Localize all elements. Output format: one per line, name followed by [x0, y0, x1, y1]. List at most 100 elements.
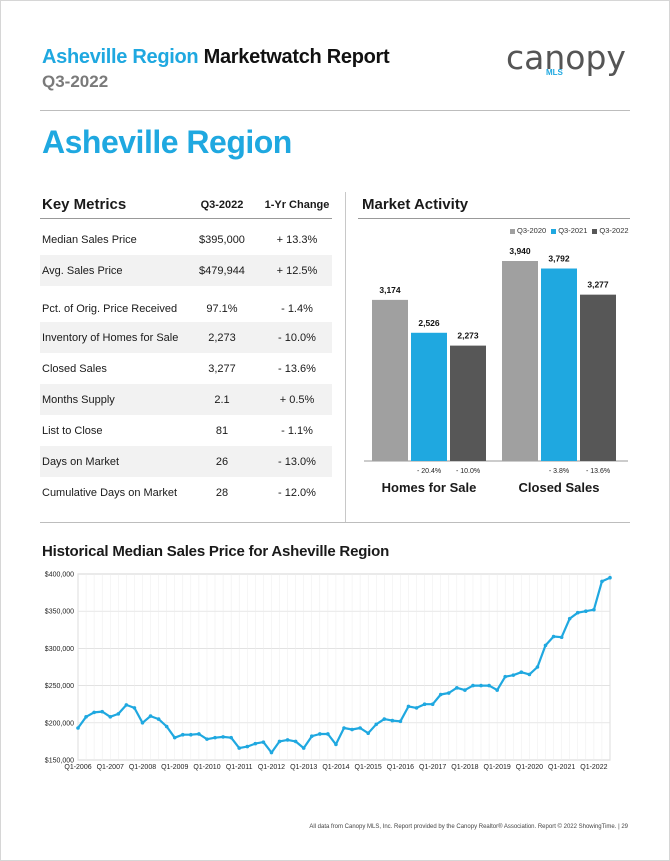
key-metrics-heading: Key Metrics	[42, 196, 127, 213]
legend-swatch	[551, 228, 557, 234]
legend-label: Q3-2020	[517, 226, 547, 235]
market-activity-rule	[358, 218, 630, 219]
price-point	[511, 673, 516, 677]
y-tick-label: $350,000	[45, 609, 74, 616]
metric-value: 2.1	[214, 394, 230, 406]
price-point	[172, 735, 177, 740]
key-metrics-header: Key Metrics Q3-2022 1-Yr Change	[40, 192, 332, 219]
price-point	[495, 688, 499, 692]
historical-heading: Historical Median Sales Price for Ashevi…	[42, 543, 390, 560]
x-tick-label: Q1-2015	[355, 764, 382, 771]
bar-change-label: - 10.0%	[456, 468, 480, 475]
price-point	[277, 739, 282, 744]
bar-value-label: 3,174	[379, 285, 401, 295]
metric-value: $395,000	[199, 234, 245, 246]
bar-value-label: 3,277	[587, 280, 609, 290]
x-tick-label: Q1-2009	[161, 764, 188, 771]
bar	[372, 299, 408, 461]
metric-row: Months Supply 2.1 + 0.5%	[40, 384, 332, 415]
price-point	[398, 719, 403, 724]
x-tick-label: Q1-2006	[64, 764, 91, 771]
x-tick-label: Q1-2018	[451, 764, 478, 771]
price-point	[592, 607, 596, 612]
metric-label: List to Close	[42, 425, 103, 437]
x-tick-label: Q1-2020	[516, 764, 543, 771]
metric-label: Pct. of Orig. Price Received	[42, 303, 178, 315]
logo-mls-text: MLS	[546, 68, 563, 77]
price-point	[189, 732, 193, 737]
x-tick-label: Q1-2010	[193, 764, 220, 771]
x-tick-label: Q1-2021	[548, 764, 575, 771]
metric-row: Median Sales Price $395,000 + 13.3%	[40, 224, 332, 255]
price-point	[205, 737, 209, 741]
price-point	[334, 742, 338, 747]
price-point	[84, 715, 88, 719]
report-period: Q3-2022	[42, 72, 109, 91]
metric-value: 2,273	[208, 332, 236, 344]
legend-label: Q3-2022	[599, 226, 629, 235]
column-header-period: Q3-2022	[200, 199, 244, 211]
bar-value-label: 2,273	[457, 331, 479, 341]
x-tick-label: Q1-2014	[322, 764, 349, 771]
market-activity-legend: Q3-2020 Q3-2021 Q3-2022	[505, 226, 629, 235]
price-point	[309, 734, 314, 738]
bar-change-label: - 13.6%	[586, 468, 610, 475]
price-point	[503, 674, 508, 679]
price-point	[455, 686, 459, 690]
price-point	[140, 721, 145, 725]
bar	[450, 345, 486, 461]
section-vertical-divider	[345, 192, 346, 522]
price-point	[535, 665, 540, 669]
price-point	[229, 735, 233, 740]
price-point	[350, 727, 354, 732]
price-point	[318, 732, 322, 736]
x-tick-label: Q1-2007	[97, 764, 124, 771]
metric-row: Cumulative Days on Market 28 - 12.0%	[40, 477, 332, 508]
market-activity-heading: Market Activity	[362, 196, 469, 213]
metric-row: Closed Sales 3,277 - 13.6%	[40, 353, 332, 384]
bar-value-label: 3,792	[548, 254, 570, 264]
price-point	[519, 670, 524, 675]
price-point	[422, 702, 427, 706]
price-point	[479, 683, 483, 688]
price-point	[293, 739, 298, 744]
y-tick-label: $250,000	[45, 683, 74, 690]
price-point	[543, 643, 548, 648]
y-tick-label: $200,000	[45, 720, 74, 727]
price-point	[124, 703, 129, 707]
price-point	[92, 710, 96, 715]
metric-change: - 12.0%	[278, 487, 316, 499]
metric-row: Avg. Sales Price $479,944 + 12.5%	[40, 255, 332, 286]
price-point	[342, 726, 346, 730]
price-point	[438, 692, 443, 697]
metric-row: Inventory of Homes for Sale 2,273 - 10.0%	[40, 322, 332, 353]
x-tick-label: Q1-2013	[290, 764, 317, 771]
metric-row: Pct. of Orig. Price Received 97.1% - 1.4%	[40, 293, 332, 324]
mid-divider	[40, 522, 630, 523]
x-tick-label: Q1-2008	[129, 764, 156, 771]
x-tick-label: Q1-2019	[484, 764, 511, 771]
metric-label: Inventory of Homes for Sale	[42, 332, 179, 344]
price-point	[406, 704, 411, 709]
price-point	[414, 706, 419, 710]
footer-note: All data from Canopy MLS, Inc. Report pr…	[309, 824, 628, 830]
metric-value: 81	[215, 425, 229, 437]
price-point	[584, 609, 588, 613]
price-point	[148, 714, 153, 718]
price-point	[245, 744, 250, 749]
price-point	[358, 726, 362, 730]
price-point	[213, 735, 217, 740]
price-point	[487, 683, 491, 688]
category-label: Closed Sales	[518, 480, 600, 495]
x-tick-label: Q1-2012	[258, 764, 285, 771]
x-tick-label: Q1-2016	[387, 764, 414, 771]
metric-value: 26	[215, 456, 229, 468]
x-tick-label: Q1-2011	[226, 764, 253, 771]
metric-change: + 13.3%	[276, 234, 318, 246]
metric-label: Cumulative Days on Market	[42, 487, 178, 499]
category-label: Homes for Sale	[381, 480, 477, 495]
price-point	[446, 691, 451, 695]
report-title: Asheville Region Marketwatch Report	[42, 46, 390, 69]
metric-row: List to Close 81 - 1.1%	[40, 415, 332, 446]
report-title-rest: Marketwatch Report	[203, 46, 390, 68]
